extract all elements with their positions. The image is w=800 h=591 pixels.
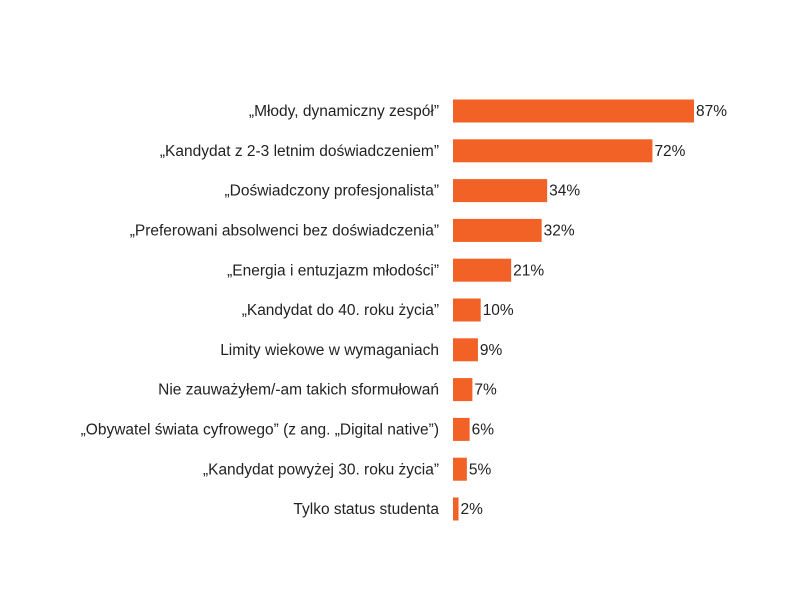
bar [453, 218, 542, 242]
value-label: 87% [696, 103, 727, 120]
value-label: 34% [549, 183, 580, 200]
category-label: „Doświadczony profesjonalista” [224, 183, 439, 200]
bar [453, 298, 481, 322]
value-label: 2% [461, 501, 484, 518]
category-label: „Obywatel świata cyfrowego” (z ang. „Dig… [81, 421, 439, 438]
bar [453, 179, 548, 203]
bar [453, 338, 478, 362]
bar [453, 417, 470, 441]
bar [453, 457, 467, 481]
bar [453, 378, 473, 402]
category-label: „Kandydat powyżej 30. roku życia” [203, 461, 439, 478]
value-label: 9% [480, 342, 503, 359]
bar [453, 139, 653, 163]
value-label: 5% [469, 461, 492, 478]
value-label: 6% [472, 421, 495, 438]
category-label: „Kandydat z 2-3 letnim doświadczeniem” [160, 143, 439, 160]
category-label: „Młody, dynamiczny zespół” [249, 103, 439, 120]
value-label: 72% [654, 143, 685, 160]
category-label: Limity wiekowe w wymaganiach [220, 342, 439, 359]
category-label: „Kandydat do 40. roku życia” [242, 302, 439, 319]
category-label: Tylko status studenta [293, 501, 439, 518]
value-label: 10% [483, 302, 514, 319]
value-label: 7% [474, 382, 497, 399]
value-label: 32% [544, 222, 575, 239]
bar [453, 258, 512, 282]
bar [453, 497, 459, 521]
category-label: Nie zauważyłem/-am takich sformułowań [158, 382, 439, 399]
category-label: „Energia i entuzjazm młodości” [227, 262, 439, 279]
category-label: „Preferowani absolwenci bez doświadczeni… [130, 222, 439, 239]
bar [453, 99, 694, 123]
value-label: 21% [513, 262, 544, 279]
